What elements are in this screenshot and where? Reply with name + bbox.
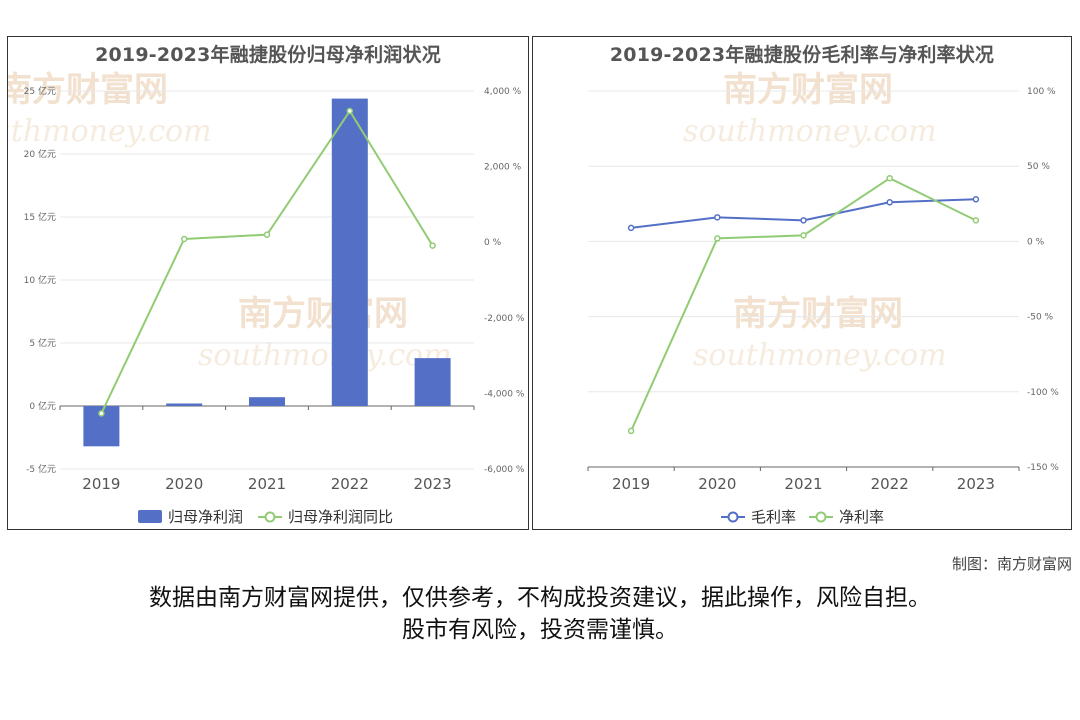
chart-credit: 制图：南方财富网 bbox=[951, 555, 1072, 573]
y-left-tick-label: -5 亿元 bbox=[26, 463, 56, 475]
point-gross-margin-2019 bbox=[627, 224, 635, 232]
y-right-tick-label: 4,000 % bbox=[484, 87, 522, 97]
y-right-tick-label: -100 % bbox=[1027, 388, 1059, 398]
disclaimer-line-2: 股市有风险，投资需谨慎。 bbox=[402, 617, 678, 643]
point-net-margin-2020 bbox=[714, 235, 721, 242]
x-tick-label: 2023 bbox=[957, 475, 995, 493]
watermark-cn: 南方财富网 bbox=[723, 70, 893, 110]
point-yoy-2022 bbox=[346, 107, 354, 115]
y-right-tick-label: -6,000 % bbox=[484, 465, 525, 475]
legend-marker-gross-margin bbox=[727, 511, 739, 523]
y-left-tick-label: 0 亿元 bbox=[29, 400, 56, 412]
y-left-tick-label: 20 亿元 bbox=[24, 148, 56, 160]
point-gross-margin-2022 bbox=[886, 199, 893, 206]
y-right-tick-label: -50 % bbox=[1027, 313, 1054, 323]
bar-net-profit-2022 bbox=[331, 98, 368, 406]
legend-label-gross-margin: 毛利率 bbox=[751, 508, 796, 526]
y-right-tick-label: -4,000 % bbox=[484, 389, 525, 399]
y-left-tick-label: 5 亿元 bbox=[29, 337, 56, 349]
point-yoy-2020 bbox=[180, 235, 188, 243]
y-right-tick-label: 0 % bbox=[1027, 237, 1045, 247]
margins-chart-svg: 南方财富网 southmoney.com 南方财富网 southmoney.com -1… bbox=[587, 70, 1059, 526]
point-gross-margin-2023 bbox=[972, 196, 980, 203]
y-right-tick-label: 100 % bbox=[1027, 87, 1056, 97]
point-gross-margin-2020 bbox=[714, 214, 721, 221]
chart-net-profit: 南方财富网 southmoney.com 南方财富网 southmoney.com -5… bbox=[7, 36, 529, 530]
legend-label-net-profit: 归母净利润 bbox=[168, 508, 243, 526]
y-right-tick-label: -150 % bbox=[1027, 463, 1059, 473]
watermark-en: southmoney.com bbox=[693, 338, 947, 373]
chart-title-margins: 2019-2023年融捷股份毛利率与净利率状况 bbox=[609, 44, 995, 66]
disclaimer: 数据由南方财富网提供，仅供参考，不构成投资建议，据此操作，风险自担。 股市有风险… bbox=[0, 582, 1080, 646]
legend-label-net-margin: 净利率 bbox=[839, 508, 884, 526]
chart-margins: 南方财富网 southmoney.com 南方财富网 southmoney.com -1… bbox=[532, 36, 1072, 530]
y-right-tick-label: 50 % bbox=[1027, 162, 1050, 172]
y-right-tick-label: 0 % bbox=[484, 238, 502, 248]
point-net-margin-2023 bbox=[972, 217, 980, 224]
watermark-cn: 南方财富网 bbox=[733, 294, 903, 334]
y-right-tick-label: -2,000 % bbox=[484, 314, 525, 324]
y-left-tick-label: 25 亿元 bbox=[24, 85, 56, 97]
x-tick-label: 2019 bbox=[82, 475, 120, 493]
y-left-tick-label: 15 亿元 bbox=[24, 211, 56, 223]
point-net-margin-2019 bbox=[627, 427, 635, 435]
point-gross-margin-2021 bbox=[800, 217, 807, 224]
x-tick-label: 2022 bbox=[871, 475, 909, 493]
x-tick-label: 2021 bbox=[248, 475, 286, 493]
x-tick-label: 2021 bbox=[784, 475, 822, 493]
watermark-en: southmoney.com bbox=[683, 114, 937, 149]
point-yoy-2023 bbox=[429, 242, 436, 249]
x-tick-label: 2022 bbox=[331, 475, 369, 493]
legend-marker-net-margin bbox=[815, 511, 827, 523]
legend-label-yoy: 归母净利润同比 bbox=[288, 508, 393, 526]
point-net-margin-2021 bbox=[800, 232, 807, 239]
bar-net-profit-2020 bbox=[166, 403, 203, 406]
x-tick-label: 2020 bbox=[698, 475, 736, 493]
x-tick-label: 2023 bbox=[414, 475, 452, 493]
disclaimer-line-1: 数据由南方财富网提供，仅供参考，不构成投资建议，据此操作，风险自担。 bbox=[149, 585, 931, 611]
point-yoy-2019 bbox=[98, 410, 105, 417]
x-tick-label: 2020 bbox=[165, 475, 203, 493]
net-profit-chart-svg: 南方财富网 southmoney.com 南方财富网 southmoney.com -5… bbox=[8, 70, 525, 526]
watermark-en: southmoney.com bbox=[198, 338, 452, 373]
chart-title-net-profit: 2019-2023年融捷股份归母净利润状况 bbox=[95, 44, 441, 66]
watermark-cn: 南方财富网 bbox=[8, 70, 168, 110]
legend-swatch-net-profit bbox=[138, 510, 162, 523]
x-tick-label: 2019 bbox=[612, 475, 650, 493]
y-right-tick-label: 2,000 % bbox=[484, 163, 522, 173]
y-left-tick-label: 10 亿元 bbox=[24, 274, 56, 286]
bar-net-profit-2021 bbox=[249, 397, 285, 406]
point-net-margin-2022 bbox=[886, 174, 893, 182]
point-yoy-2021 bbox=[263, 231, 271, 238]
bar-net-profit-2023 bbox=[414, 358, 451, 406]
watermark-en: southmoney.com bbox=[8, 114, 212, 149]
legend-marker-yoy bbox=[264, 511, 276, 523]
watermark-cn: 南方财富网 bbox=[238, 294, 408, 334]
